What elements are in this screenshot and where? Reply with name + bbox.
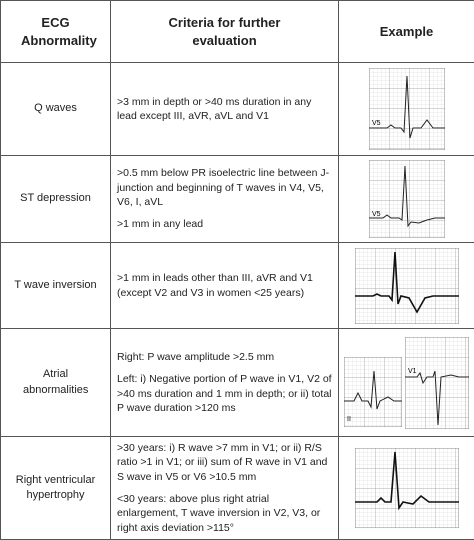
criteria: >1 mm in leads other than III, aVR and V… — [111, 243, 339, 329]
header-cell: Example — [339, 1, 474, 63]
criteria-text: Left: i) Negative portion of P wave in V… — [117, 372, 332, 415]
ecg-image: II — [344, 357, 402, 427]
criteria-text: >30 years: i) R wave >7 mm in V1; or ii)… — [117, 441, 332, 484]
row: Right ventricular hypertrophy >30 years:… — [1, 437, 474, 540]
criteria-text: >1 mm in any lead — [117, 217, 332, 231]
row: ST depression >0.5 mm below PR isoelectr… — [1, 156, 474, 243]
row: T wave inversion >1 mm in leads other th… — [1, 243, 474, 329]
criteria: >0.5 mm below PR isoelectric line betwee… — [111, 156, 339, 243]
abnormality: ST depression — [1, 156, 111, 243]
example: II V1 — [339, 329, 474, 437]
criteria: >30 years: i) R wave >7 mm in V1; or ii)… — [111, 437, 339, 540]
ecg-image: V1 — [405, 337, 469, 429]
lead-label: V5 — [372, 120, 381, 127]
abnormality: Q waves — [1, 63, 111, 156]
ecg-image — [355, 448, 459, 528]
example: V5 — [339, 63, 474, 156]
example — [339, 437, 474, 540]
example — [339, 243, 474, 329]
abnormality: Right ventricular hypertrophy — [1, 437, 111, 540]
criteria-text: >1 mm in leads other than III, aVR and V… — [117, 271, 332, 300]
ecg-image: V5 — [369, 160, 445, 238]
criteria-text: <30 years: above plus right atrial enlar… — [117, 492, 332, 535]
criteria: >3 mm in depth or >40 ms duration in any… — [111, 63, 339, 156]
abnormality: Atrial abnormalities — [1, 329, 111, 437]
criteria-text: >0.5 mm below PR isoelectric line betwee… — [117, 166, 332, 209]
abnormality: T wave inversion — [1, 243, 111, 329]
ecg-image: V5 — [369, 68, 445, 150]
lead-label: II — [347, 416, 351, 423]
example: V5 — [339, 156, 474, 243]
criteria: Right: P wave amplitude >2.5 mm Left: i) … — [111, 329, 339, 437]
lead-label: V5 — [372, 211, 381, 218]
row: Q waves >3 mm in depth or >40 ms duratio… — [1, 63, 474, 156]
header-cell: Criteria for further evaluation — [111, 1, 339, 63]
header-cell: ECG Abnormality — [1, 1, 111, 63]
lead-label: V1 — [408, 368, 417, 375]
ecg-image — [355, 248, 459, 324]
header-row: ECG Abnormality Criteria for further eva… — [1, 1, 474, 63]
criteria-text: Right: P wave amplitude >2.5 mm — [117, 350, 332, 364]
row: Atrial abnormalities Right: P wave ampli… — [1, 329, 474, 437]
criteria-text: >3 mm in depth or >40 ms duration in any… — [117, 95, 332, 124]
